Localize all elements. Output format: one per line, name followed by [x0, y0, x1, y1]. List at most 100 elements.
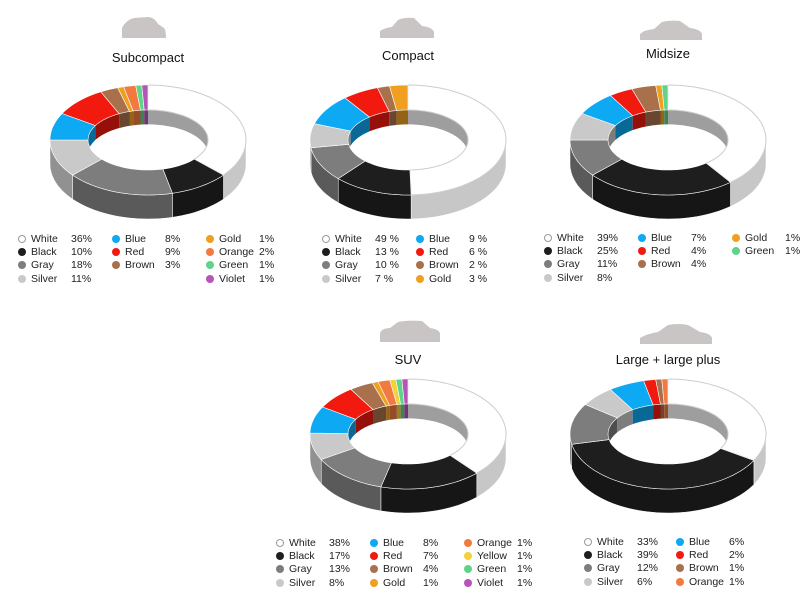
legend-column: Orange 1% Yellow 1% Green 1% Violet 1%: [464, 537, 554, 590]
legend-swatch: [322, 235, 330, 243]
legend-item-red: Red 7%: [370, 550, 460, 563]
legend-value: 1%: [517, 550, 533, 563]
legend-item-brown: Brown 2 %: [416, 259, 506, 272]
chart-title: Midsize: [645, 46, 691, 61]
legend-label: Red: [429, 246, 449, 259]
legend-item-orange: Orange 2%: [206, 246, 296, 259]
chart-title: SUV: [394, 352, 422, 367]
legend-item-green: Green 1%: [464, 563, 554, 576]
legend-label: Brown: [689, 562, 719, 575]
legend-item-red: Red 2%: [676, 549, 764, 562]
donut-inner-brown: [373, 406, 387, 424]
legend-label: Green: [477, 563, 507, 576]
legend-swatch: [584, 564, 592, 573]
legend-item-blue: Blue 9 %: [416, 233, 506, 246]
legend-label: Gray: [597, 562, 620, 575]
legend-value: 8%: [423, 537, 439, 549]
legend-item-brown: Brown 1%: [676, 562, 764, 575]
car-midsize-icon: [640, 20, 702, 40]
chart-title: Large + large plus: [615, 352, 721, 367]
donut-inner-orange: [133, 110, 141, 126]
legend-item-black: Black 10%: [18, 246, 108, 259]
legend-swatch: [464, 539, 472, 547]
legend-item-gray: Gray 18%: [18, 259, 108, 272]
legend-column: White 38% Black 17% Gray 13% Silver 8%: [276, 537, 366, 590]
legend-label: Violet: [477, 576, 504, 589]
legend-label: Black: [289, 550, 315, 563]
legend-label: White: [289, 537, 316, 549]
legend-swatch: [370, 539, 378, 547]
legend-item-white: White 49 %: [322, 233, 412, 246]
donut-inner-violet: [144, 110, 148, 125]
legend-column: White 49 % Black 13 % Gray 10 % Silver 7 %: [322, 233, 412, 286]
legend-label: Gray: [289, 563, 312, 576]
legend-label: Silver: [557, 271, 584, 284]
legend-swatch: [544, 260, 552, 269]
legend-item-silver: Silver 8%: [544, 272, 634, 285]
legend-label: Brown: [125, 259, 155, 272]
legend-item-gold: Gold 1%: [206, 233, 296, 246]
legend-swatch: [638, 260, 646, 269]
legend-swatch: [276, 578, 284, 587]
legend-label: Gold: [383, 576, 406, 589]
legend-label: Silver: [335, 272, 362, 285]
donut-slice-green: [661, 84, 669, 111]
donut-inner-brown: [389, 110, 397, 126]
legend-swatch: [276, 552, 284, 561]
legend-swatch: [544, 273, 552, 282]
legend-label: Brown: [651, 258, 681, 271]
legend-swatch: [112, 235, 120, 243]
legend-value: 12%: [637, 562, 659, 575]
legend-swatch: [276, 539, 284, 547]
legend-swatch: [732, 247, 740, 256]
donut-inner-gold: [660, 110, 665, 125]
legend-value: 1%: [259, 272, 275, 285]
legend-value: 1%: [259, 259, 275, 272]
chart-title: Compact: [381, 48, 435, 63]
legend-swatch: [584, 538, 592, 546]
legend-column: Gold 1% Green 1%: [732, 232, 800, 258]
legend-value: 1%: [517, 537, 533, 549]
legend-value: 4%: [691, 245, 707, 258]
legend-value: 1%: [517, 576, 533, 589]
legend-value: 1%: [729, 575, 745, 588]
legend-label: Blue: [429, 233, 451, 245]
legend-column: Blue 7% Red 4% Brown 4%: [638, 232, 728, 272]
donut-inner-violet: [404, 404, 408, 419]
legend-value: 6%: [637, 575, 653, 588]
car-sedan-icon: [380, 17, 434, 38]
legend-label: Gray: [335, 259, 358, 272]
legend-label: Red: [651, 245, 671, 258]
legend-item-black: Black 25%: [544, 245, 634, 258]
legend-label: Silver: [597, 575, 624, 588]
legend-item-silver: Silver 7 %: [322, 273, 412, 286]
legend-label: Orange: [219, 246, 255, 259]
legend-item-white: White 33%: [584, 536, 672, 549]
legend-value: 1%: [259, 233, 275, 245]
legend-column: Blue 8% Red 7% Brown 4% Gold 1%: [370, 537, 460, 590]
legend-swatch: [464, 565, 472, 574]
legend-swatch: [206, 235, 214, 243]
legend-item-black: Black 39%: [584, 549, 672, 562]
legend-swatch: [544, 247, 552, 256]
legend-item-silver: Silver 11%: [18, 273, 108, 286]
legend-item-gold: Gold 3 %: [416, 273, 506, 286]
legend-item-green: Green 1%: [206, 259, 296, 272]
legend-swatch: [370, 578, 378, 587]
donut-inner-gold: [396, 110, 408, 125]
legend-item-white: White 39%: [544, 232, 634, 245]
legend-item-blue: Blue 6%: [676, 536, 764, 549]
legend-label: Blue: [689, 536, 711, 548]
legend-label: Silver: [289, 576, 316, 589]
legend-item-gray: Gray 12%: [584, 562, 672, 575]
legend-value: 11%: [71, 272, 92, 285]
legend-swatch: [322, 261, 330, 270]
legend-value: 7 %: [375, 272, 394, 285]
legend-swatch: [676, 577, 684, 586]
legend-value: 13 %: [375, 246, 399, 259]
donut-chart: [49, 84, 247, 220]
legend-item-blue: Blue 8%: [370, 537, 460, 550]
car-suv-icon: [380, 320, 440, 342]
legend-item-blue: Blue 7%: [638, 232, 728, 245]
legend-item-violet: Violet 1%: [464, 577, 554, 590]
